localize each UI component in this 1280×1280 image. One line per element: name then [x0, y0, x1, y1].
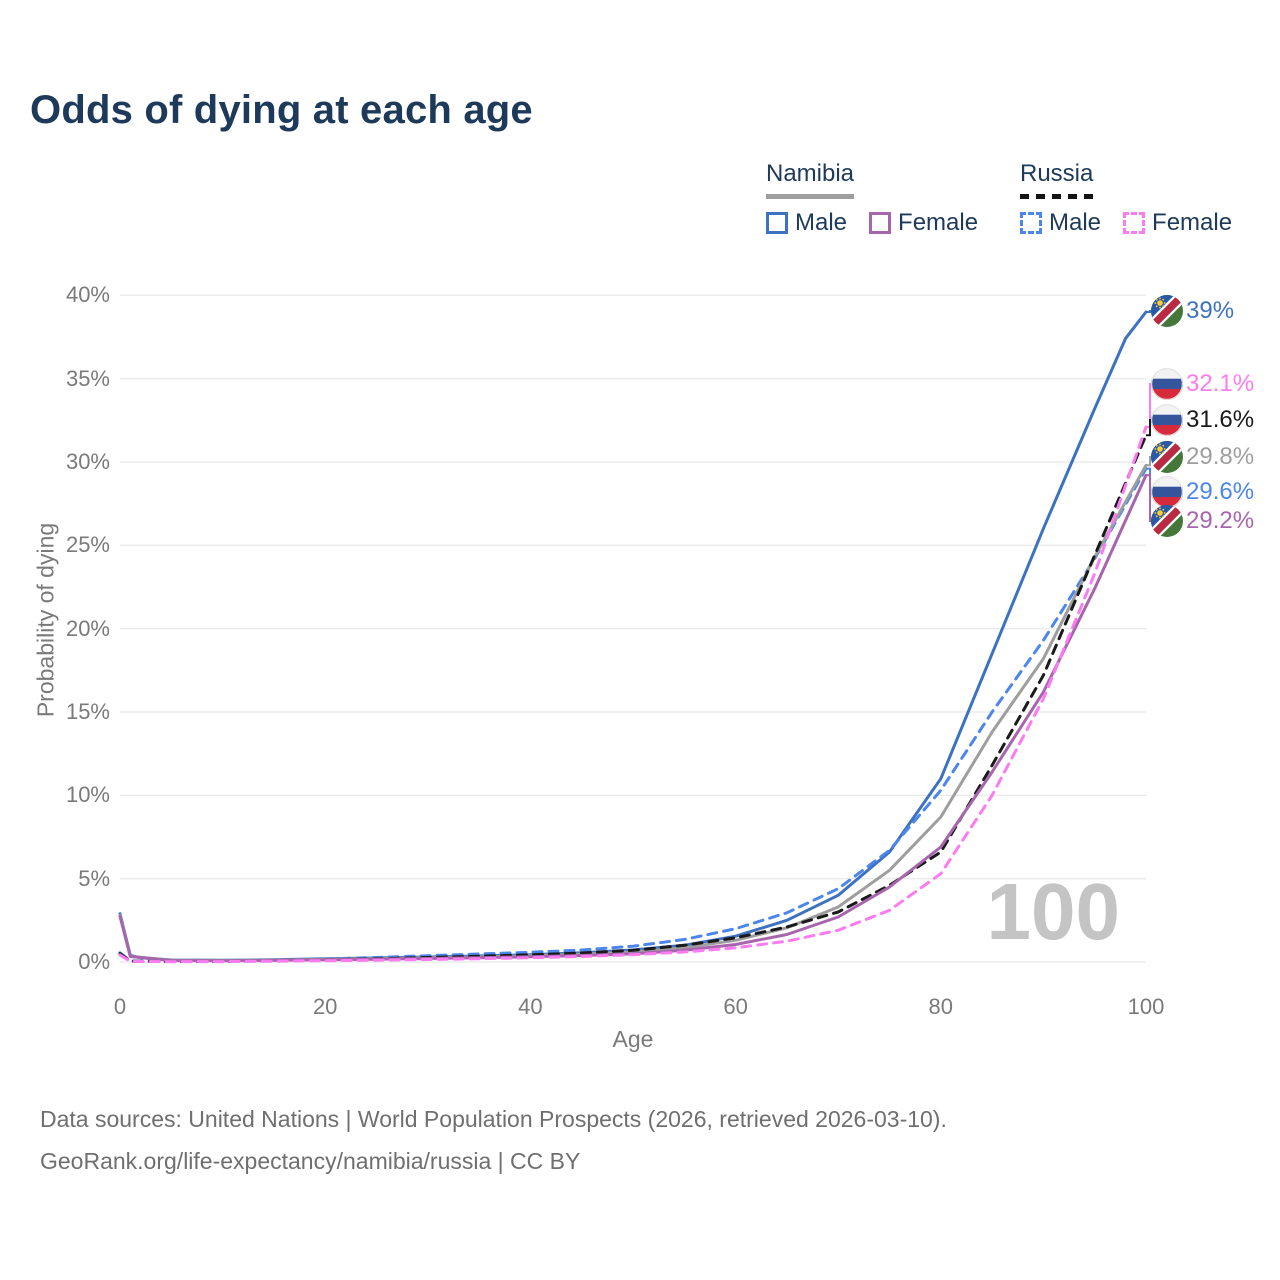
y-tick-label: 20%	[65, 615, 110, 641]
series-line-namibia-male[interactable]	[118, 310, 1148, 962]
legend-label-russia-male: Male	[1049, 209, 1102, 236]
x-axis-title: Age	[612, 1026, 654, 1052]
end-value-russia-male: 29.6%	[1186, 478, 1255, 505]
legend-label-russia-female: Female	[1152, 209, 1233, 236]
namibia-flag-icon	[1151, 441, 1183, 473]
end-value-russia-female: 32.1%	[1186, 370, 1255, 397]
legend-items-russia: Male Female	[1020, 209, 1232, 237]
hovered-age-indicator: 100	[986, 867, 1120, 956]
legend-swatch-russia-female[interactable]	[1123, 212, 1146, 234]
legend-item-namibia-female[interactable]: Female	[869, 209, 978, 237]
legend-country-russia[interactable]: Russia	[1020, 160, 1094, 187]
y-tick-label: 0%	[78, 949, 110, 974]
russia-flag-icon	[1151, 368, 1183, 400]
legend-label-namibia-male: Male	[795, 209, 848, 236]
footer-line-sources: Data sources: United Nations | World Pop…	[40, 1106, 947, 1132]
end-value-namibia-female: 29.2%	[1186, 507, 1255, 534]
legend-item-namibia-male[interactable]: Male	[766, 209, 847, 237]
legend-group-namibia: Namibia Male Female	[766, 160, 978, 237]
russia-flag-icon	[1151, 476, 1183, 508]
x-tick-label: 100	[1127, 994, 1165, 1019]
x-tick-label: 60	[723, 994, 748, 1019]
y-tick-label: 25%	[65, 532, 110, 558]
y-tick-label: 15%	[65, 698, 110, 724]
page-title: Odds of dying at each age	[30, 88, 533, 132]
namibia-flag-icon	[1151, 505, 1183, 537]
end-value-russia-all: 31.6%	[1186, 406, 1255, 433]
data-source-footer: Data sources: United Nations | World Pop…	[40, 1098, 947, 1182]
series-line-russia-female[interactable]	[118, 425, 1148, 964]
end-value-namibia-male: 39%	[1186, 297, 1235, 324]
y-tick-label: 5%	[78, 865, 110, 891]
footer-line-attribution[interactable]: GeoRank.org/life-expectancy/namibia/russ…	[40, 1148, 581, 1174]
legend-swatch-namibia-male[interactable]	[766, 212, 788, 234]
end-value-namibia-all: 29.8%	[1186, 443, 1255, 470]
legend-items-namibia: Male Female	[766, 209, 978, 237]
y-tick-label: 35%	[65, 365, 110, 391]
y-axis-title: Probability of dying	[32, 522, 59, 718]
legend-swatch-russia-male[interactable]	[1020, 212, 1042, 234]
y-tick-label: 30%	[65, 448, 110, 474]
legend-label-namibia-female: Female	[898, 209, 979, 236]
russia-flag-icon	[1151, 404, 1183, 436]
legend-underline-namibia	[766, 194, 855, 199]
x-tick-label: 20	[312, 994, 338, 1019]
legend-underline-russia	[1020, 194, 1094, 199]
x-tick-label: 0	[113, 994, 127, 1019]
namibia-flag-icon	[1151, 295, 1183, 327]
legend-group-russia: Russia Male Female	[1020, 160, 1232, 237]
y-tick-label: 40%	[65, 282, 110, 308]
leader-line-namibia-female	[1146, 474, 1152, 522]
x-tick-label: 40	[518, 994, 543, 1019]
legend-item-russia-female[interactable]: Female	[1123, 209, 1232, 237]
x-tick-label: 80	[928, 994, 954, 1019]
legend-item-russia-male[interactable]: Male	[1020, 209, 1101, 237]
legend-swatch-namibia-female[interactable]	[869, 212, 892, 234]
y-tick-label: 10%	[65, 782, 110, 808]
legend-country-namibia[interactable]: Namibia	[766, 160, 855, 187]
